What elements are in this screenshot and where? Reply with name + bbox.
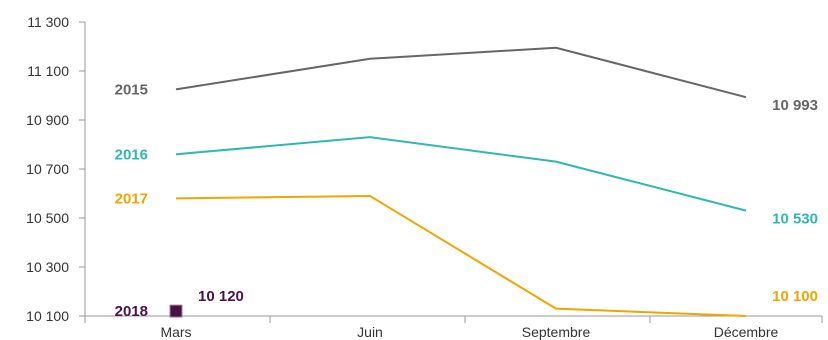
y-ticks: 11 300 11 100 10 900 10 700 10 500 10 300 10 1… (26, 14, 85, 324)
y-tick-label: 10 700 (26, 161, 69, 177)
y-tick-label: 11 300 (27, 14, 69, 30)
series-label-2015: 2015 (115, 81, 148, 98)
y-tick-label: 10 500 (26, 210, 69, 226)
series-line-2016 (175, 136, 747, 212)
end-value-label-2016: 10 530 (772, 211, 818, 228)
series-line-2015 (175, 46, 747, 99)
series-label-2016: 2016 (115, 146, 148, 163)
x-ticks: Mars Juin Septembre Décembre (84, 316, 823, 340)
end-value-label-2017: 10 100 (772, 288, 818, 305)
y-tick-label: 10 300 (26, 259, 69, 275)
x-tick-label: Décembre (714, 324, 779, 340)
series-group: 2015 10 993 2016 10 530 2017 10 100 2018 10 120 (115, 46, 818, 320)
end-value-label-2015: 10 993 (772, 97, 818, 114)
y-tick-label: 10 100 (26, 308, 69, 324)
x-tick-label: Septembre (522, 324, 591, 340)
y-tick-label: 11 100 (27, 63, 69, 79)
y-tick-label: 10 900 (26, 112, 69, 128)
series-label-2018: 2018 (115, 303, 148, 320)
series-label-2017: 2017 (115, 190, 148, 207)
series-line-2017 (175, 194, 747, 317)
end-value-label-2018: 10 120 (198, 288, 244, 305)
data-point-2018 (169, 304, 183, 318)
x-tick-label: Mars (160, 324, 191, 340)
x-tick-label: Juin (357, 324, 383, 340)
